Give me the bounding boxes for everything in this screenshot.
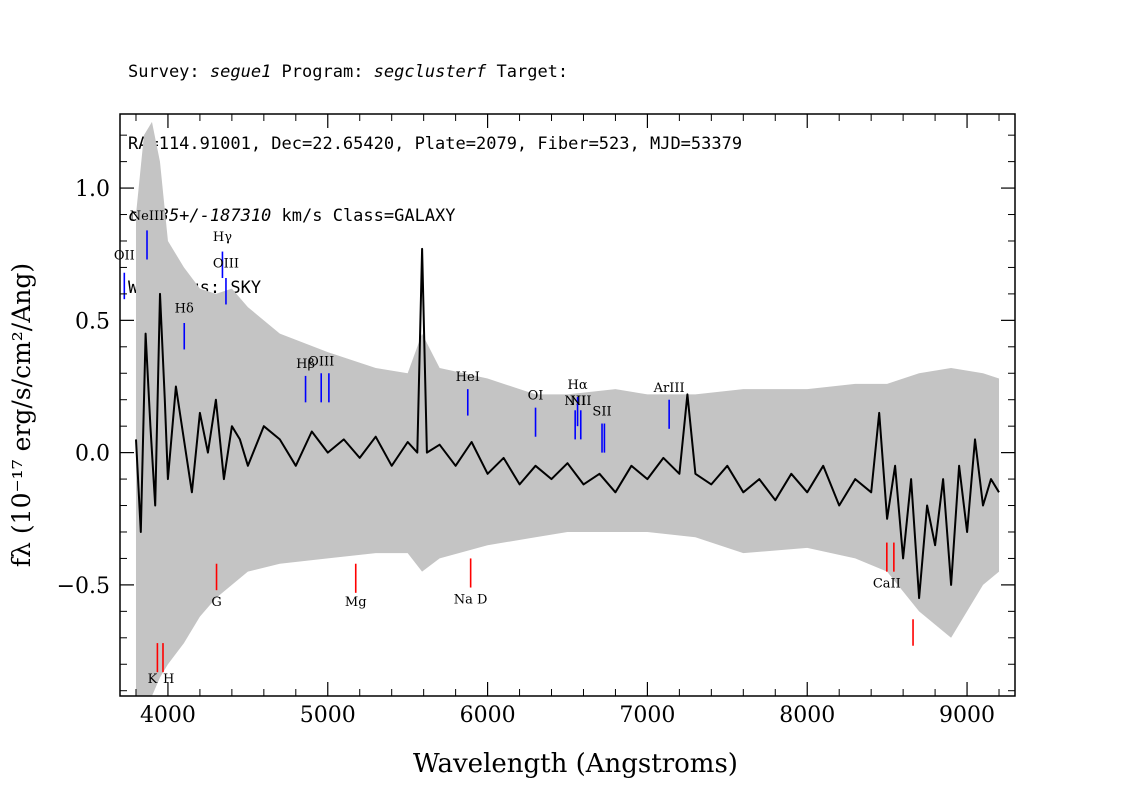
- target-label: Target:: [486, 62, 569, 82]
- survey-name: segue1: [209, 62, 272, 82]
- axes-layer: 4000 5000 6000 7000 8000 9000 −0.5 0.0 0.5 1.0 Wav…: [7, 113, 1016, 779]
- plot-frame: [119, 113, 1016, 697]
- absorption-line-label: Na D: [454, 592, 488, 607]
- class-label: km/s Class=GALAXY: [271, 206, 456, 226]
- survey-prefix: Survey:: [128, 62, 210, 82]
- emission-line-label: OI: [528, 389, 544, 404]
- emission-line-label: Hδ: [175, 301, 194, 316]
- absorption-line-label: H: [163, 672, 174, 687]
- x-tick-label: 7000: [619, 703, 675, 728]
- emission-line-label: ArIII: [653, 381, 685, 396]
- x-tick-label: 4000: [140, 703, 196, 728]
- x-axis-label: Wavelength (Angstroms): [413, 749, 738, 779]
- header-line-survey: Survey: segue1 Program: segclusterf Targ…: [128, 60, 742, 84]
- y-tick-label: 1.0: [75, 177, 110, 202]
- emission-line-label: NeIII: [130, 209, 164, 224]
- error-envelope: [135, 121, 1000, 696]
- emission-line-label: SII: [592, 405, 611, 420]
- emission-line-label: Hα: [568, 378, 588, 393]
- flux-layer: [135, 247, 1000, 600]
- x-tick-label: 5000: [300, 703, 356, 728]
- absorption-line-label: CaII: [873, 577, 901, 592]
- x-tick-label: 8000: [779, 703, 835, 728]
- y-tick-label: 0.0: [75, 442, 110, 467]
- y-tick-label: −0.5: [57, 574, 110, 599]
- y-tick-label: 0.5: [75, 309, 110, 334]
- emission-line-label: OII: [114, 249, 135, 264]
- program-prefix: Program:: [271, 62, 374, 82]
- emission-line-label: NII: [564, 394, 586, 409]
- absorption-line-label: G: [211, 595, 221, 610]
- program-name: segclusterf: [373, 62, 487, 82]
- emission-line-label: NII: [570, 394, 592, 409]
- y-axis-label: fλ (10⁻¹⁷ erg/s/cm²/Ang): [7, 263, 36, 567]
- emission-line-label: Hβ: [296, 357, 315, 372]
- emission-line-label: OIII: [308, 354, 334, 369]
- absorption-line-label: Mg: [345, 595, 367, 610]
- flux-series-line: [135, 247, 1000, 600]
- x-tick-label: 9000: [939, 703, 995, 728]
- absorption-line-label: K: [148, 672, 158, 687]
- emission-line-label: Hγ: [213, 230, 232, 245]
- header-line-coordinates: RA=114.91001, Dec=22.65420, Plate=2079, …: [128, 134, 743, 154]
- error-envelope-layer: [135, 121, 1000, 696]
- emission-line-label: OIII: [213, 256, 239, 271]
- emission-line-label: HeI: [456, 370, 480, 385]
- x-tick-label: 6000: [460, 703, 516, 728]
